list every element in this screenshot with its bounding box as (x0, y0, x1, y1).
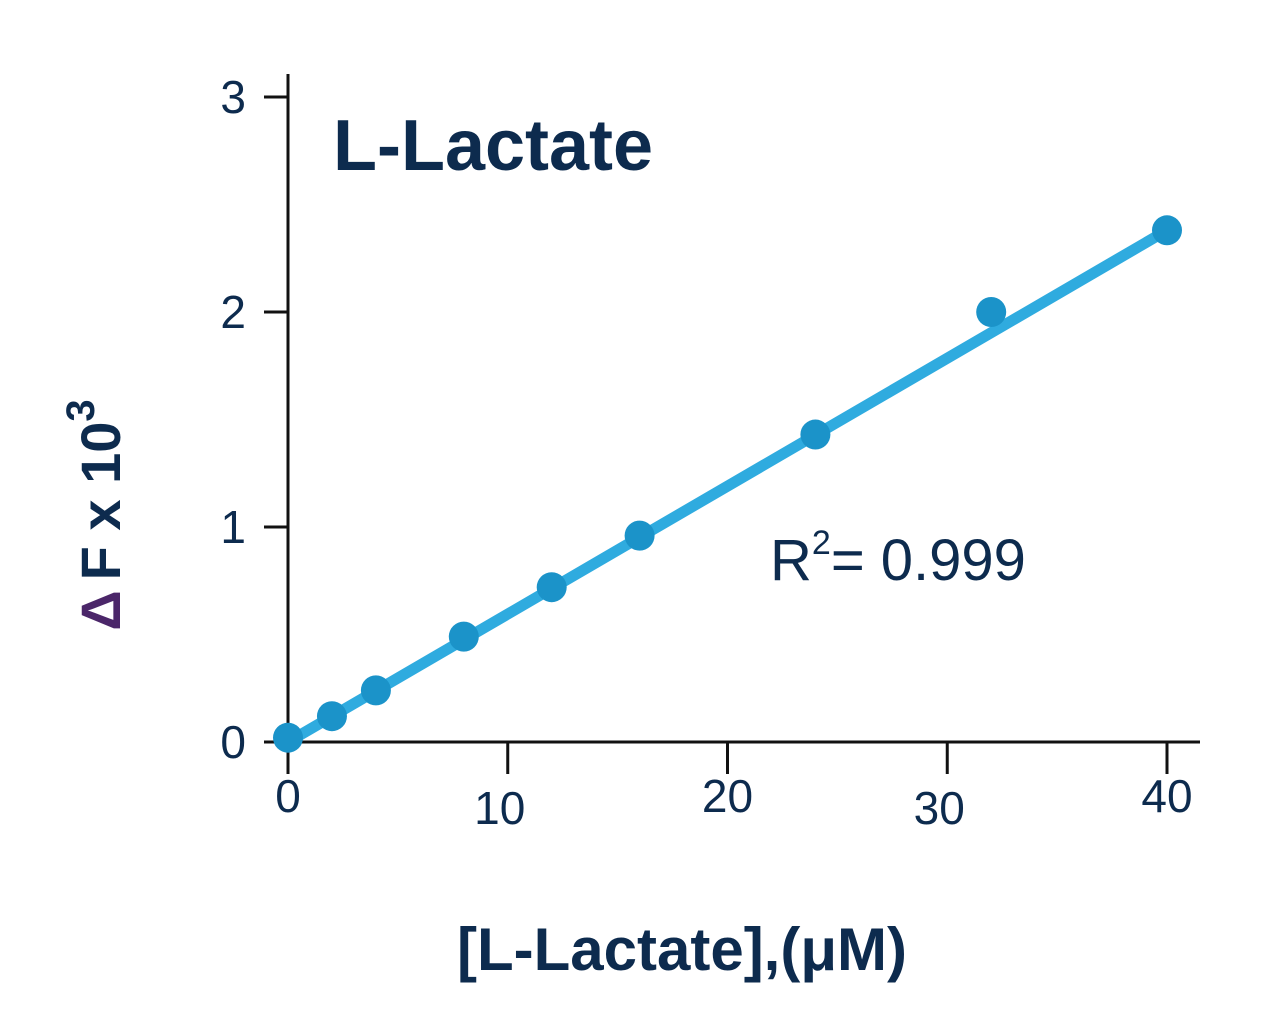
chart-title: L-Lactate (333, 106, 653, 186)
r-squared-value: = 0.999 (831, 528, 1026, 593)
data-point-3 (448, 621, 479, 652)
data-point-5 (624, 520, 655, 551)
data-point-2 (360, 675, 391, 706)
r-label: R (770, 528, 812, 593)
data-point-7 (976, 297, 1007, 327)
y-tick-label-1: 1 (220, 501, 246, 553)
x-tick-label-20: 20 (702, 770, 753, 822)
y-axis-text: F x 10 (69, 422, 132, 581)
y-tick-label-2: 2 (220, 286, 246, 338)
y-axis-delta: Δ (69, 590, 132, 630)
y-tick-label-0: 0 (220, 716, 246, 768)
x-tick-label-30: 30 (914, 782, 965, 834)
y-axis-superscript: 3 (59, 399, 103, 421)
data-point-6 (800, 419, 831, 450)
data-point-0 (273, 722, 303, 753)
x-tick-label-40: 40 (1141, 770, 1192, 822)
data-point-4 (536, 572, 567, 603)
r-squared-annotation: R2= 0.999 (770, 524, 1026, 593)
x-tick-label-10: 10 (474, 782, 525, 834)
y-axis-label: Δ F x 103 (59, 399, 132, 630)
x-axis-label: [L-Lactate],(μM) (457, 916, 907, 983)
y-tick-label-3: 3 (220, 71, 246, 123)
x-tick-label-0: 0 (275, 770, 301, 822)
fit-line (282, 224, 1173, 748)
r-squared-superscript: 2 (812, 524, 831, 562)
data-point-8 (1152, 215, 1182, 246)
data-point-1 (316, 701, 347, 732)
